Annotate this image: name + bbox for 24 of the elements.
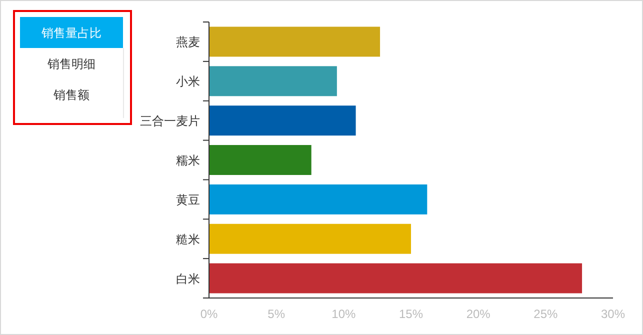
x-tick-label: 15% [398, 307, 424, 321]
bar [209, 66, 337, 96]
x-tick-label: 10% [332, 307, 356, 321]
bar [209, 145, 312, 175]
y-tick-label: 燕麦 [176, 35, 200, 50]
x-tick-label: 0% [200, 307, 218, 321]
bar [209, 106, 356, 136]
bar [209, 184, 428, 214]
text: 销售量占比 [40, 26, 102, 40]
y-tick-label: 糙米 [176, 232, 200, 246]
bar [209, 26, 380, 57]
y-tick-label: 白米 [176, 272, 200, 286]
x-tick-label: 20% [466, 307, 491, 321]
x-tick-label: 30% [600, 307, 626, 321]
text: 销售明细 [46, 57, 96, 71]
x-tick-label: 5% [268, 307, 286, 321]
y-tick-label: 三合一麦片 [140, 114, 200, 128]
x-tick-label: 25% [534, 307, 558, 321]
bar [209, 263, 582, 294]
bar [209, 224, 411, 254]
y-tick-label: 小米 [176, 74, 200, 89]
y-tick-label: 黄豆 [176, 192, 200, 207]
text: 销售额 [52, 88, 90, 102]
y-tick-label: 糯米 [176, 154, 200, 168]
